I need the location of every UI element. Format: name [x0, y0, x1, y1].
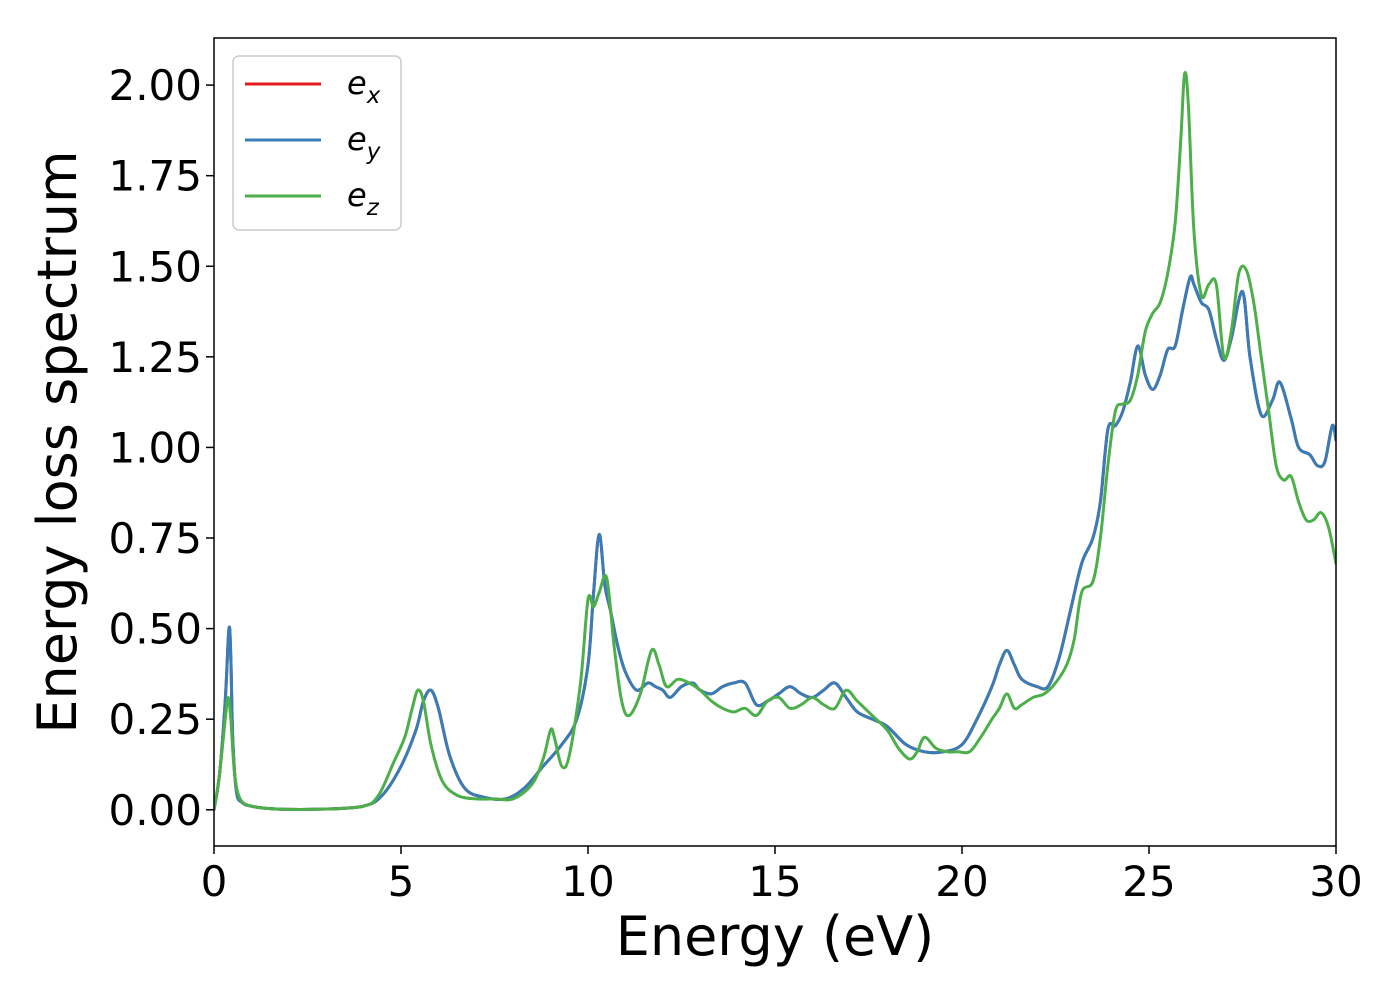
x-tick-label: 0	[201, 857, 228, 906]
y-tick-label: 2.00	[108, 61, 202, 110]
y-tick-label: 1.75	[108, 152, 202, 201]
y-tick-label: 0.50	[108, 605, 202, 654]
legend-label: ey	[347, 120, 381, 165]
y-tick-label: 1.00	[108, 423, 202, 472]
legend-item-e-x: ex	[245, 64, 381, 109]
plot-area	[213, 37, 1337, 847]
x-tick-label: 30	[1309, 857, 1362, 906]
y-tick-label: 0.25	[108, 695, 202, 744]
legend: ex ey ez	[232, 55, 402, 231]
legend-label: ex	[347, 64, 381, 109]
legend-label: ez	[347, 176, 380, 221]
y-tick-label: 1.50	[108, 242, 202, 291]
series-lines	[214, 71, 1336, 812]
y-tick-label: 0.00	[108, 786, 202, 835]
x-tick-label: 10	[561, 857, 614, 906]
legend-box	[232, 55, 402, 231]
series-line-e-y	[214, 274, 1336, 812]
x-axis-label: Energy (eV)	[616, 905, 935, 968]
y-tick-label: 0.75	[108, 514, 202, 563]
y-tick-label: 1.25	[108, 333, 202, 382]
legend-item-e-y: ey	[245, 120, 381, 165]
y-axis-label: Energy loss spectrum	[26, 150, 89, 733]
series-line-e-z	[214, 71, 1336, 812]
legend-item-e-z: ez	[245, 176, 380, 221]
y-axis: 0.00 0.25 0.50 0.75 1.00 1.25 1.50 1.75 2.00	[108, 61, 214, 835]
x-tick-label: 20	[935, 857, 988, 906]
x-tick-label: 25	[1122, 857, 1175, 906]
x-tick-label: 5	[388, 857, 415, 906]
x-tick-label: 15	[748, 857, 801, 906]
x-axis: 0 5 10 15 20 25 30	[201, 846, 1363, 906]
